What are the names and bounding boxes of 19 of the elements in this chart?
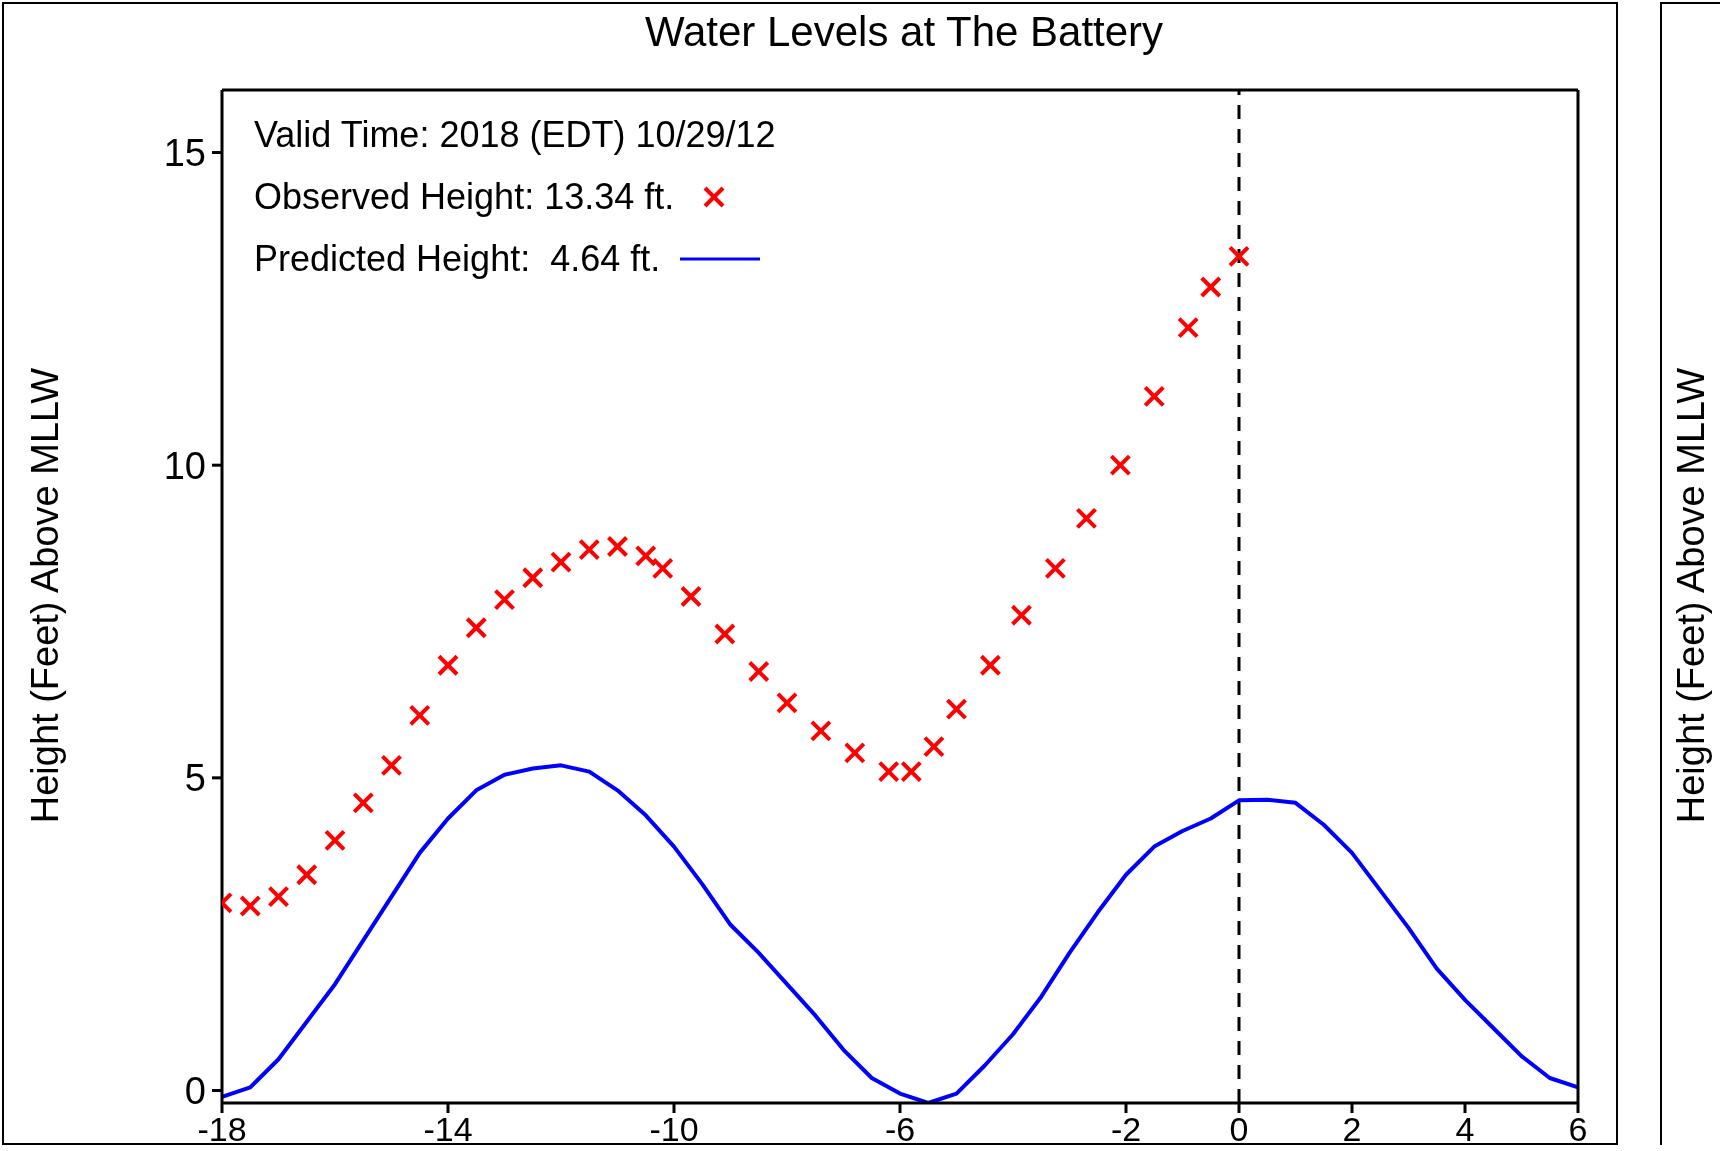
- x-tick-label: 4: [1455, 1110, 1475, 1149]
- x-tick-label: -6: [884, 1110, 916, 1149]
- y-tick-label: 0: [184, 1069, 206, 1112]
- x-tick-label: -2: [1110, 1110, 1142, 1149]
- x-tick-label: 0: [1229, 1110, 1249, 1149]
- annotation: Valid Time: 2018 (EDT) 10/29/12: [254, 113, 776, 157]
- x-tick-label: 6: [1568, 1110, 1588, 1149]
- chart-title: Water Levels at The Battery: [643, 8, 1165, 56]
- x-tick-label: -18: [197, 1110, 247, 1149]
- x-tick-label: 2: [1342, 1110, 1362, 1149]
- text: Height (Feet) Above MLLW: [1670, 367, 1714, 823]
- y-axis-title: Height (Feet) Above MLLW: [24, 367, 68, 823]
- y-tick-label: 5: [184, 757, 206, 800]
- x-tick-label: -10: [649, 1110, 699, 1149]
- x-tick-label: -14: [423, 1110, 473, 1149]
- y-tick-label: 10: [163, 444, 206, 487]
- y-tick-label: 15: [163, 132, 206, 175]
- legend-label: Predicted Height: 4.64 ft.: [254, 237, 661, 281]
- legend-label: Observed Height: 13.34 ft.: [254, 175, 675, 219]
